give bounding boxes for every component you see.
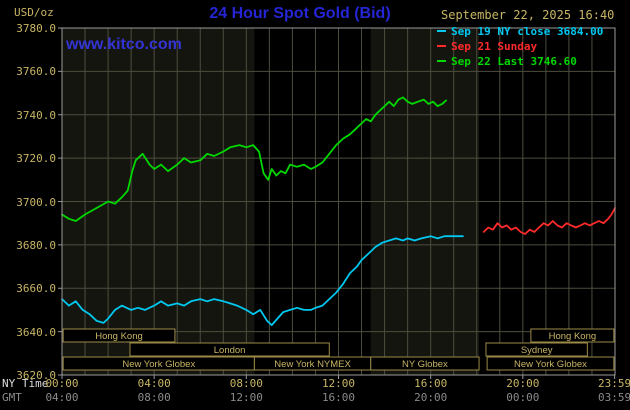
y-axis-label: 3720.0 [16,152,56,166]
session-box-hong-kong [62,328,176,343]
x-axis-label-gmt: 03:59 [598,391,630,404]
session-label-sydney: Sydney [521,345,553,356]
session-label-ny-globex: NY Globex [402,359,448,370]
chart-legend: Sep 19 NY close 3684.00 Sep 21 Sunday Sep … [437,24,603,69]
legend-dash-icon [437,44,446,47]
x-axis-label-gmt: 20:00 [414,391,448,404]
y-axis-label: 3660.0 [16,282,56,296]
kitco-watermark-link[interactable]: www.kitco.com [66,36,182,53]
session-label-london: London [214,345,246,356]
x-axis-label-ny: 00:00 [45,377,79,390]
y-axis-label: 3640.0 [16,325,56,339]
legend-item-sep21: Sep 21 Sunday [437,39,603,54]
chart-datetime: September 22, 2025 16:40 [441,8,615,22]
x-axis-label-ny: 08:00 [229,377,263,390]
y-axis-label: 3740.0 [16,108,56,122]
series-line-sep19 [61,235,464,327]
session-box-sydney [485,342,588,357]
y-axis-label: 3780.0 [16,22,56,35]
y-axis-label: 3700.0 [16,195,56,209]
session-label-hong-kong: Hong Kong [549,331,597,342]
x-axis-label-ny: 23:59 [598,377,630,390]
chart-title: 24 Hour Spot Gold (Bid) [209,5,391,22]
x-axis-label-gmt: 12:00 [229,391,263,404]
session-box-new-york-globex [486,356,615,371]
legend-label: Sep 22 Last 3746.60 [451,55,577,68]
x-axis-label-gmt: 08:00 [137,391,171,404]
y-axis-units-label: USD/oz [14,6,54,19]
session-label-new-york-nymex: New York NYMEX [274,359,351,370]
series-line-sep22 [61,96,448,222]
session-label-new-york-globex: New York Globex [514,359,587,370]
gmt-axis-label: GMT [2,391,22,404]
x-axis-label-ny: 20:00 [506,377,540,390]
x-axis-label-ny: 04:00 [137,377,171,390]
x-axis-label-ny: 16:00 [414,377,448,390]
legend-item-sep22: Sep 22 Last 3746.60 [437,54,603,69]
x-axis-label-gmt: 16:00 [321,391,356,404]
x-axis-label-gmt: 04:00 [45,391,79,404]
legend-item-sep19: Sep 19 NY close 3684.00 [437,24,603,39]
session-box-london [129,342,330,357]
ny-time-axis-label: NY Time [2,377,49,390]
legend-label: Sep 21 Sunday [451,40,538,53]
session-label-new-york-globex: New York Globex [122,359,195,370]
y-axis-label: 3760.0 [16,65,56,79]
series-line-sep21 [482,207,616,235]
session-box-ny-globex [370,356,480,371]
legend-dash-icon [437,59,446,62]
legend-dash-icon [437,29,446,32]
y-axis-label: 3680.0 [16,238,56,252]
session-label-hong-kong: Hong Kong [95,331,143,342]
session-box-hong-kong [530,328,615,343]
x-axis-label-ny: 12:00 [321,377,356,390]
y-axis-label: 3620.0 [16,369,56,382]
x-axis-label-gmt: 00:00 [506,391,540,404]
legend-label: Sep 19 NY close 3684.00 [451,25,604,38]
